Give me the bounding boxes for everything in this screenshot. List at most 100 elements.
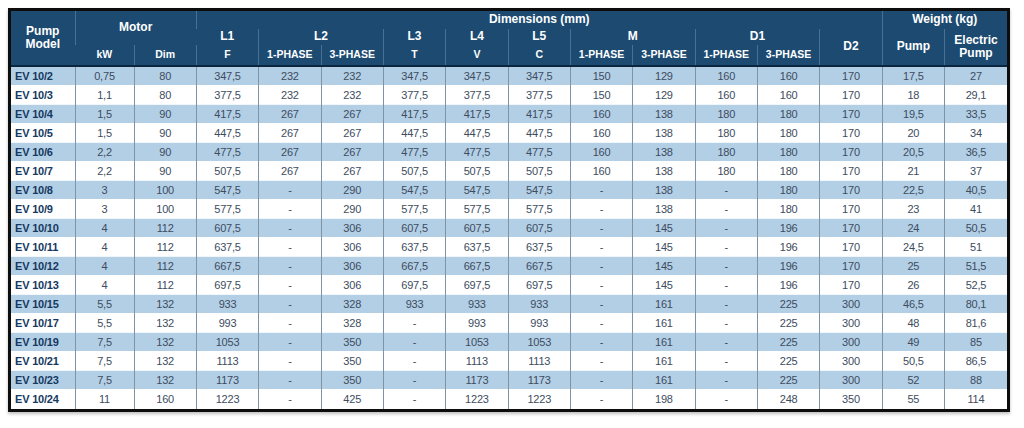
header-weight-electric-pump: Electric Pump xyxy=(944,29,1007,66)
value-cell: - xyxy=(695,199,757,218)
value-cell: 1173 xyxy=(508,370,570,389)
value-cell: 90 xyxy=(134,104,196,123)
value-cell: - xyxy=(570,294,632,313)
value-cell: - xyxy=(259,370,321,389)
table-row: EV 10/155,5132933-328933933933-161-22530… xyxy=(11,294,1007,313)
value-cell: 0,75 xyxy=(75,66,134,85)
value-cell: - xyxy=(570,389,632,408)
value-cell: 290 xyxy=(321,180,383,199)
value-cell: 36,5 xyxy=(944,142,1007,161)
value-cell: 347,5 xyxy=(196,66,258,85)
value-cell: 132 xyxy=(134,370,196,389)
value-cell: 21 xyxy=(882,161,944,180)
value-cell: 180 xyxy=(757,104,819,123)
value-cell: 161 xyxy=(633,332,695,351)
value-cell: 161 xyxy=(633,313,695,332)
value-cell: 1053 xyxy=(508,332,570,351)
value-cell: 637,5 xyxy=(508,237,570,256)
value-cell: - xyxy=(695,294,757,313)
value-cell: 267 xyxy=(321,104,383,123)
value-cell: 1,1 xyxy=(75,85,134,104)
value-cell: 112 xyxy=(134,218,196,237)
value-cell: 80 xyxy=(134,85,196,104)
value-cell: 145 xyxy=(633,237,695,256)
value-cell: 52,5 xyxy=(944,275,1007,294)
table-header: Pump Model Motor Dimensions (mm) Weight … xyxy=(11,11,1007,66)
value-cell: 377,5 xyxy=(446,85,508,104)
header-d2: D2 xyxy=(820,29,882,66)
value-cell: 300 xyxy=(820,370,882,389)
value-cell: 477,5 xyxy=(383,142,445,161)
table-body: EV 10/20,7580347,5232232347,5347,5347,51… xyxy=(11,66,1007,409)
table-row: EV 10/41,590417,5267267417,5417,5417,516… xyxy=(11,104,1007,123)
value-cell: - xyxy=(570,370,632,389)
value-cell: - xyxy=(570,351,632,370)
value-cell: - xyxy=(383,313,445,332)
value-cell: 150 xyxy=(570,85,632,104)
value-cell: 41 xyxy=(944,199,1007,218)
value-cell: 1223 xyxy=(446,389,508,408)
value-cell: 34 xyxy=(944,123,1007,142)
value-cell: 507,5 xyxy=(446,161,508,180)
value-cell: - xyxy=(570,256,632,275)
value-cell: 11 xyxy=(75,389,134,408)
value-cell: 51 xyxy=(944,237,1007,256)
value-cell: 20,5 xyxy=(882,142,944,161)
value-cell: 180 xyxy=(757,123,819,142)
value-cell: - xyxy=(383,389,445,408)
value-cell: 267 xyxy=(259,142,321,161)
value-cell: 18 xyxy=(882,85,944,104)
value-cell: 170 xyxy=(820,218,882,237)
value-cell: - xyxy=(695,351,757,370)
value-cell: 417,5 xyxy=(446,104,508,123)
value-cell: 25 xyxy=(882,256,944,275)
value-cell: - xyxy=(259,180,321,199)
value-cell: 267 xyxy=(321,161,383,180)
value-cell: 145 xyxy=(633,256,695,275)
pump-model-cell: EV 10/4 xyxy=(11,104,75,123)
value-cell: - xyxy=(695,237,757,256)
value-cell: 667,5 xyxy=(446,256,508,275)
value-cell: 225 xyxy=(757,332,819,351)
value-cell: 607,5 xyxy=(196,218,258,237)
value-cell: 100 xyxy=(134,180,196,199)
value-cell: 350 xyxy=(321,370,383,389)
value-cell: 232 xyxy=(259,66,321,85)
value-cell: 447,5 xyxy=(446,123,508,142)
value-cell: 507,5 xyxy=(196,161,258,180)
value-cell: 138 xyxy=(633,123,695,142)
value-cell: 114 xyxy=(944,389,1007,408)
value-cell: - xyxy=(259,275,321,294)
value-cell: 697,5 xyxy=(508,275,570,294)
value-cell: - xyxy=(259,389,321,408)
value-cell: 170 xyxy=(820,104,882,123)
value-cell: 129 xyxy=(633,66,695,85)
value-cell: 4 xyxy=(75,275,134,294)
value-cell: 138 xyxy=(633,161,695,180)
value-cell: 577,5 xyxy=(508,199,570,218)
value-cell: 196 xyxy=(757,237,819,256)
value-cell: - xyxy=(383,351,445,370)
table-row: EV 10/51,590447,5267267447,5447,5447,516… xyxy=(11,123,1007,142)
value-cell: 138 xyxy=(633,180,695,199)
value-cell: 447,5 xyxy=(383,123,445,142)
value-cell: 80 xyxy=(134,66,196,85)
value-cell: 637,5 xyxy=(196,237,258,256)
value-cell: 4 xyxy=(75,218,134,237)
value-cell: 180 xyxy=(695,104,757,123)
header-m-3phase: 3-PHASE xyxy=(633,45,695,66)
value-cell: 50,5 xyxy=(944,218,1007,237)
value-cell: - xyxy=(259,218,321,237)
value-cell: - xyxy=(570,199,632,218)
value-cell: 232 xyxy=(259,85,321,104)
value-cell: 132 xyxy=(134,351,196,370)
value-cell: 993 xyxy=(196,313,258,332)
header-weight-group: Weight (kg) xyxy=(882,11,1007,29)
value-cell: 547,5 xyxy=(508,180,570,199)
value-cell: 1173 xyxy=(196,370,258,389)
value-cell: 607,5 xyxy=(383,218,445,237)
value-cell: 306 xyxy=(321,275,383,294)
pump-model-cell: EV 10/9 xyxy=(11,199,75,218)
table-row: EV 10/175,5132993-328-993993-161-2253004… xyxy=(11,313,1007,332)
header-l2-3phase: 3-PHASE xyxy=(321,45,383,66)
